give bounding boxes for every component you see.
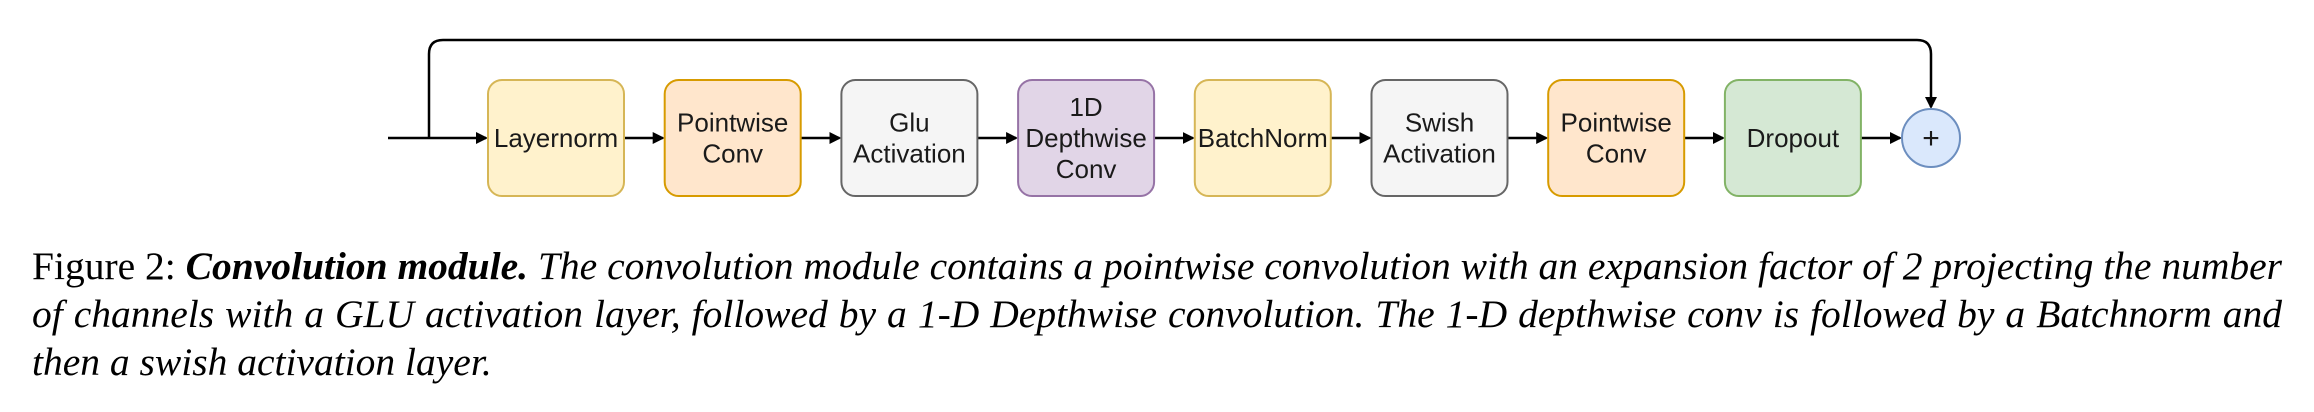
block-depthwise-conv-box (1017, 79, 1156, 197)
figure-caption: Figure 2: Convolution module. The convol… (32, 242, 2282, 386)
block-depthwise-conv-label-1: Depthwise (1025, 123, 1146, 153)
block-depthwise-conv-label-2: Conv (1056, 154, 1117, 184)
block-swish-activation-label-0: Swish (1405, 108, 1474, 138)
plus-icon: + (1922, 122, 1940, 155)
caption-body: The convolution module contains a pointw… (32, 244, 2283, 384)
block-glu-activation-box (840, 79, 979, 197)
diagram-blocks: LayernormPointwiseConvGluActivation1DDep… (487, 79, 1862, 197)
sum-node-circle (1901, 108, 1961, 168)
caption-label: Figure 2: (32, 244, 176, 288)
block-pointwise-conv-2-box (1547, 79, 1686, 197)
sum-node: + (1901, 108, 1961, 168)
block-swish-activation-box (1370, 79, 1509, 197)
caption-title: Convolution module. (185, 244, 529, 288)
convolution-module-diagram: LayernormPointwiseConvGluActivation1DDep… (388, 38, 1961, 197)
block-layernorm-box (487, 79, 625, 197)
block-pointwise-conv-2-label-1: Conv (1586, 139, 1647, 169)
block-pointwise-conv-1-label-1: Conv (702, 139, 763, 169)
block-pointwise-conv-1-box (663, 79, 802, 197)
diagram-edges (388, 38, 1937, 144)
block-depthwise-conv-label-0: 1D (1069, 92, 1102, 122)
block-batchnorm: BatchNorm (1193, 79, 1332, 197)
block-pointwise-conv-2-label-0: Pointwise (1561, 108, 1672, 138)
block-batchnorm-box (1193, 79, 1332, 197)
block-swish-activation-label-1: Activation (1383, 139, 1496, 169)
block-pointwise-conv-1-label-0: Pointwise (677, 108, 788, 138)
block-dropout: Dropout (1723, 79, 1862, 197)
block-glu-activation-label-1: Activation (853, 139, 966, 169)
block-dropout-label-0: Dropout (1747, 123, 1840, 153)
block-dropout-box (1723, 79, 1862, 197)
block-batchnorm-label-0: BatchNorm (1198, 123, 1328, 153)
block-layernorm: Layernorm (487, 79, 625, 197)
block-layernorm-label-0: Layernorm (494, 123, 618, 153)
residual-connection-arrow (427, 38, 1937, 138)
block-glu-activation-label-0: Glu (889, 108, 929, 138)
